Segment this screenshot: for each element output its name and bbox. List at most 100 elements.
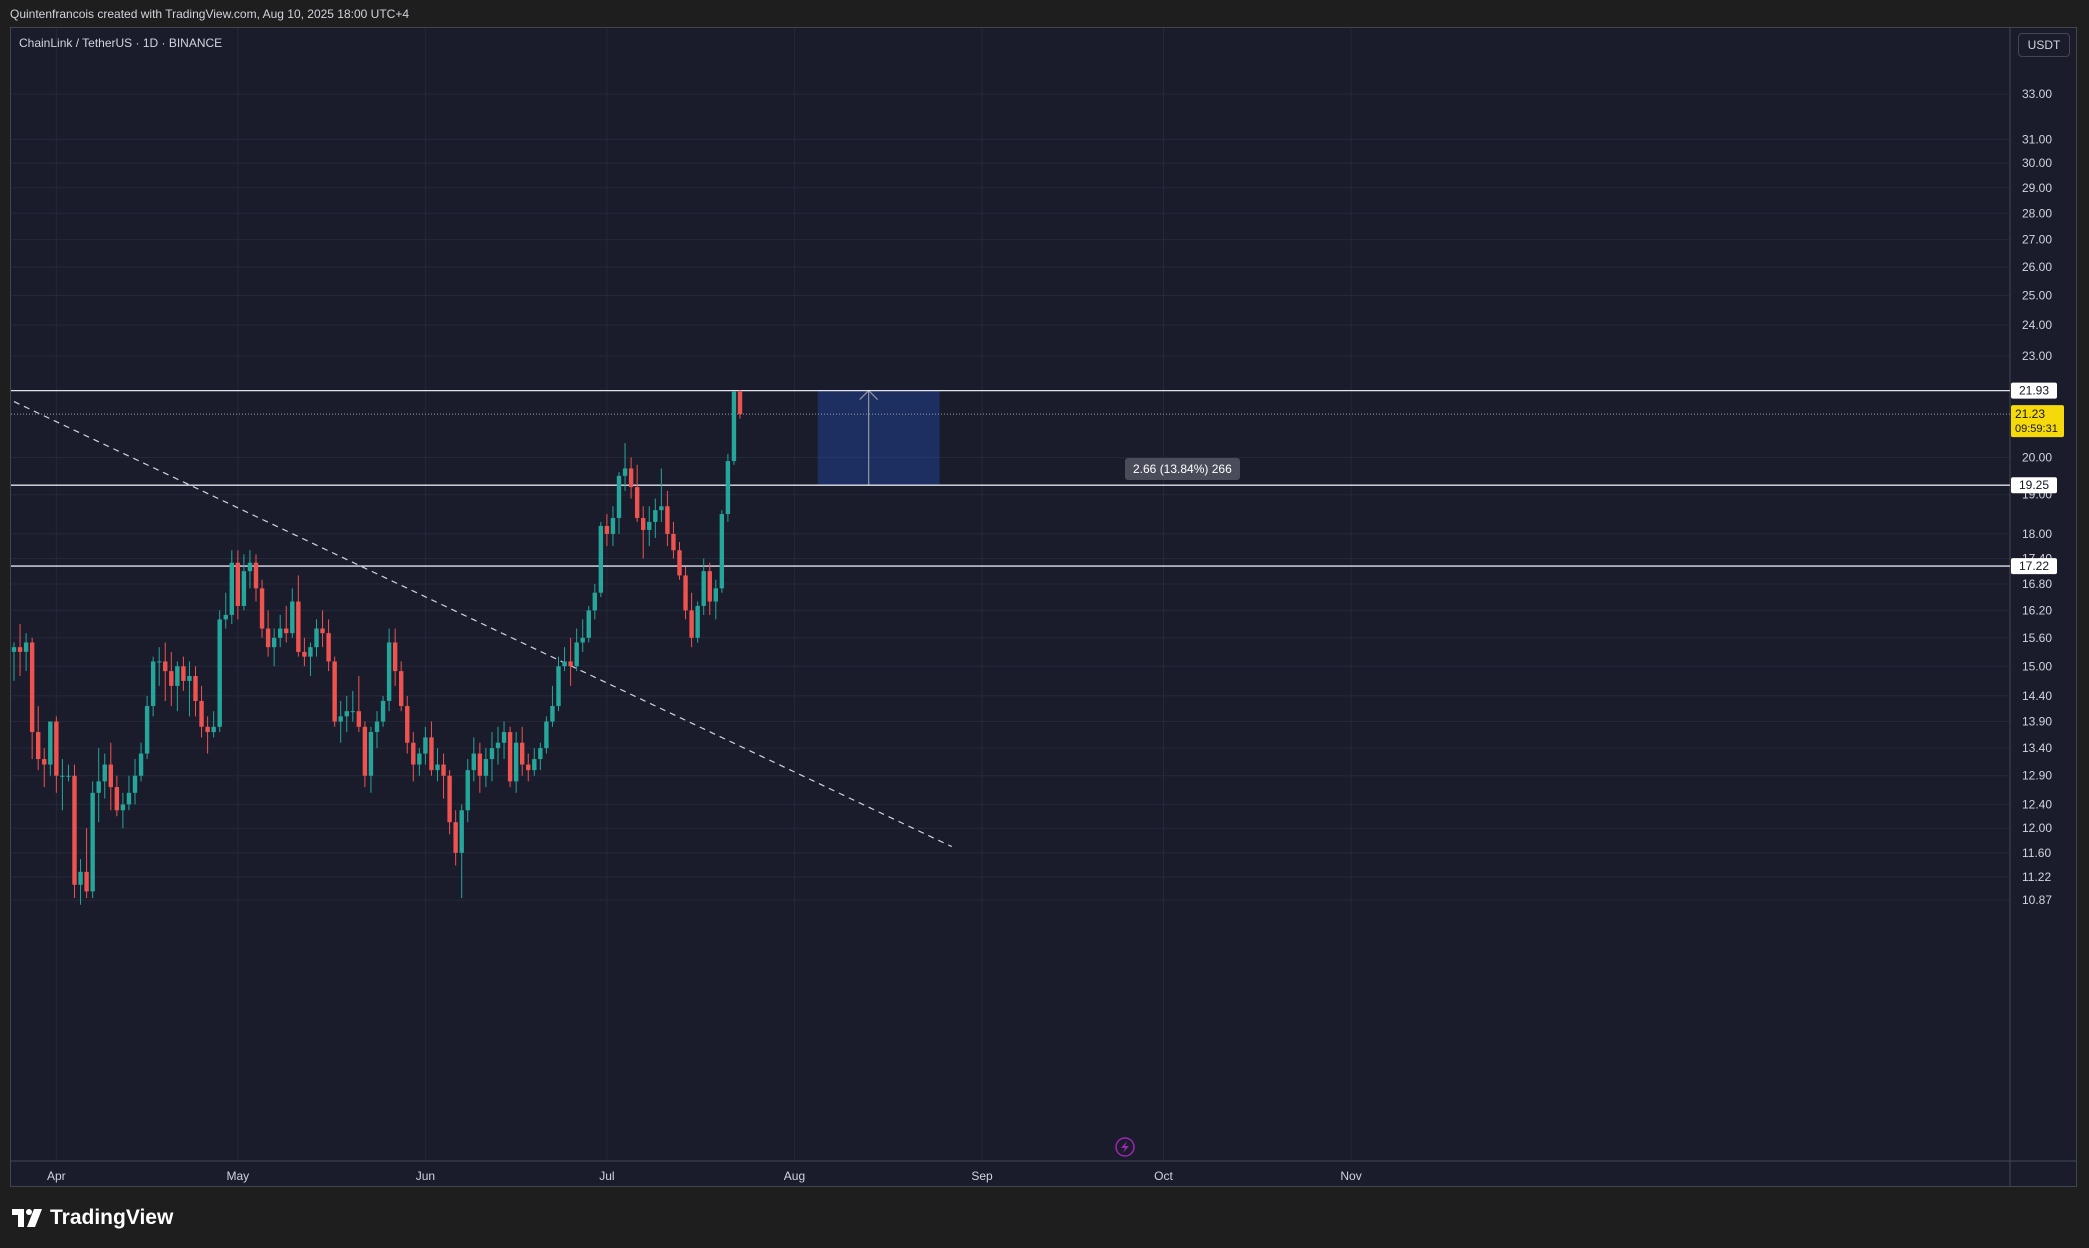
candle-body — [477, 753, 483, 776]
candle-body — [42, 759, 47, 765]
candle-body — [556, 666, 561, 707]
candle-body — [392, 642, 398, 672]
candle-body — [374, 721, 380, 733]
candle-body — [592, 592, 597, 611]
price-tick-label: 31.00 — [2022, 132, 2052, 146]
trendline-dashed — [13, 401, 953, 848]
price-axis-labels: 33.00 31.00 30.00 29.00 28.00 27.00 26.00 25.00… — [2022, 87, 2052, 907]
candle-body — [253, 562, 259, 589]
candle-body — [447, 775, 452, 823]
price-tick-label: 27.00 — [2022, 233, 2052, 247]
candle-body — [501, 732, 507, 743]
candle-body — [671, 533, 676, 551]
price-tick-label: 12.00 — [2022, 821, 2052, 835]
time-tick-label: May — [227, 1169, 250, 1183]
candle-body — [507, 732, 513, 782]
price-scale-background[interactable] — [2010, 28, 2076, 1186]
candle-body — [223, 614, 228, 620]
candle-body — [628, 468, 634, 488]
candle-body — [634, 487, 640, 518]
time-axis-labels: Apr May Jun Jul Aug Sep Oct Nov — [47, 1169, 1362, 1183]
candle-body — [665, 506, 670, 534]
trendline[interactable] — [13, 401, 953, 848]
candle-body — [205, 726, 210, 733]
candle-body — [459, 810, 464, 853]
current-price-tag-bg — [2011, 405, 2064, 438]
candle-body — [17, 647, 23, 652]
candle-body — [641, 517, 646, 530]
candle-body — [338, 716, 343, 722]
vertical-gridlines — [55, 28, 1352, 1161]
candle-body — [725, 461, 731, 515]
candle-body — [423, 737, 428, 754]
candle-body — [29, 642, 35, 733]
candle-body — [11, 647, 17, 652]
price-tick-label: 14.40 — [2022, 689, 2052, 703]
level-tag-top: 21.93 — [2019, 384, 2049, 398]
candle-body — [719, 514, 725, 589]
candle-body — [126, 792, 132, 805]
candle-body — [96, 781, 101, 793]
price-tick-label: 16.80 — [2022, 577, 2052, 591]
lightning-icon[interactable] — [1115, 1137, 1135, 1157]
measure-tool[interactable] — [817, 389, 940, 486]
price-tick-label: 15.60 — [2022, 631, 2052, 645]
candle-body — [217, 619, 222, 727]
candle-body — [411, 742, 416, 765]
price-tick-label: 15.00 — [2022, 659, 2052, 673]
candle-body — [550, 706, 555, 722]
candle-body — [526, 764, 531, 771]
candle-body — [441, 764, 446, 776]
countdown-tag: 09:59:31 — [2015, 423, 2058, 435]
price-tick-label: 26.00 — [2022, 260, 2052, 274]
candle-body — [332, 661, 337, 722]
candle-body — [586, 610, 591, 638]
candle-body — [465, 770, 470, 811]
time-tick-label: Aug — [784, 1169, 805, 1183]
price-tick-label: 24.00 — [2022, 318, 2052, 332]
candle-body — [683, 575, 688, 611]
price-tick-label: 20.00 — [2022, 450, 2052, 464]
horizontal-levels[interactable] — [11, 389, 2010, 567]
price-tick-label: 23.00 — [2022, 349, 2052, 363]
level-tag-mid: 19.25 — [2019, 478, 2049, 492]
candle-body — [344, 711, 349, 717]
price-tick-label: 11.60 — [2022, 846, 2051, 860]
symbol-label[interactable]: ChainLink / TetherUS · 1D · BINANCE — [19, 36, 223, 50]
candle-body — [66, 775, 71, 777]
candle-body — [259, 588, 265, 629]
chart-area[interactable]: 33.00 31.00 30.00 29.00 28.00 27.00 26.00 25.00… — [10, 27, 2077, 1187]
candle-body — [399, 671, 404, 707]
candle-body — [380, 700, 386, 722]
candle-body — [647, 521, 652, 530]
candle-body — [713, 588, 718, 602]
level-tag-support-bg — [2011, 558, 2057, 575]
time-tick-label: Oct — [1154, 1169, 1173, 1183]
price-chart[interactable]: 33.00 31.00 30.00 29.00 28.00 27.00 26.00 25.00… — [11, 28, 2076, 1186]
level-tag-mid-bg — [2011, 477, 2057, 494]
candle-body — [78, 871, 83, 885]
currency-button[interactable]: USDT — [2018, 33, 2070, 57]
candle-body — [562, 661, 567, 667]
price-tick-label: 33.00 — [2022, 87, 2052, 101]
candle-body — [60, 775, 65, 777]
tradingview-logo[interactable]: TradingView — [12, 1206, 173, 1230]
candle-body — [513, 742, 519, 782]
horizontal-gridlines — [11, 93, 2010, 901]
time-tick-label: Jul — [599, 1169, 614, 1183]
candle-body — [193, 676, 198, 701]
candle-body — [659, 506, 664, 511]
candle-body — [120, 804, 126, 811]
candle-body — [108, 764, 113, 788]
candle-body — [84, 871, 89, 892]
candlesticks — [11, 389, 743, 905]
candle-body — [737, 391, 743, 415]
candle-body — [489, 748, 495, 760]
candle-body — [199, 700, 204, 727]
candle-body — [241, 571, 247, 606]
candle-body — [610, 517, 616, 534]
candle-body — [653, 510, 658, 522]
candle-body — [187, 676, 192, 681]
candle-body — [604, 525, 610, 534]
candle-body — [616, 475, 622, 518]
